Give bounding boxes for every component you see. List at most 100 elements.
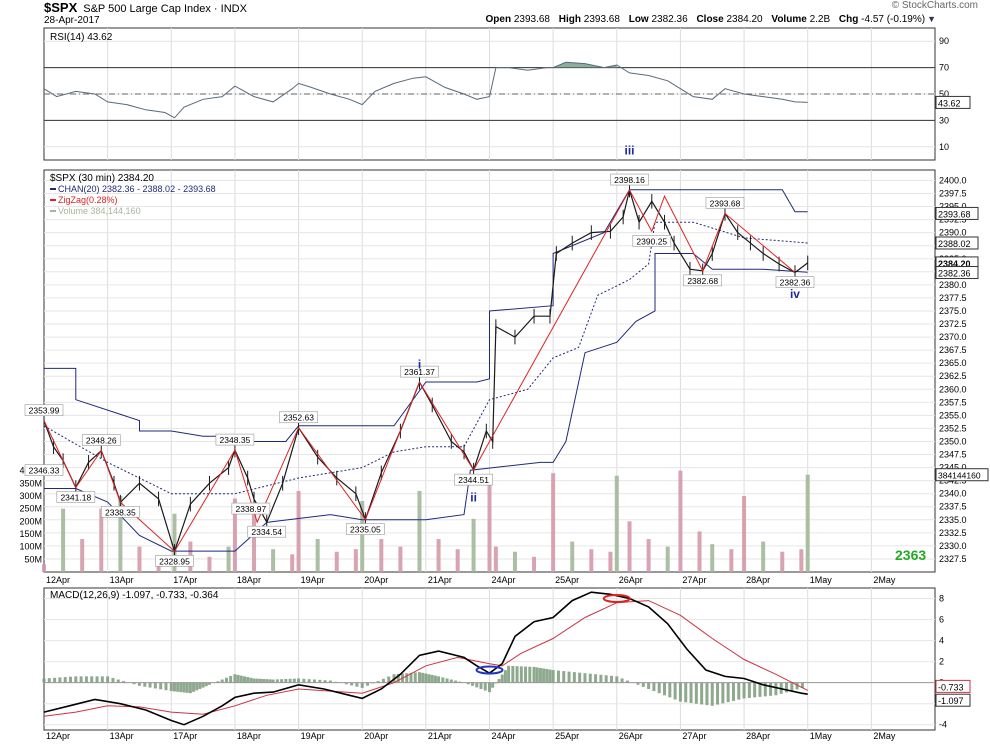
macd-histogram-bar (318, 679, 322, 683)
volume-bar (296, 490, 301, 572)
swing-label: 2346.33 (29, 466, 60, 476)
volume-bar (805, 474, 810, 572)
price-tick-label: 2347.5 (939, 450, 967, 460)
volume-bar (360, 501, 365, 572)
macd-histogram-bar (95, 676, 99, 683)
price-tick-label: 2352.5 (939, 423, 967, 433)
macd-histogram-bar (737, 682, 741, 700)
macd-histogram-bar (409, 672, 413, 683)
volume-bar (729, 549, 734, 572)
macd-histogram-bar (599, 674, 603, 683)
macd-histogram-bar (106, 676, 110, 683)
rsi-value-box (935, 95, 971, 109)
macd-histogram-bar (268, 679, 272, 683)
date-tick-label: 1May (810, 731, 833, 741)
swing-label: 2335.05 (350, 525, 381, 535)
date-tick-label: 24Apr (492, 575, 516, 585)
macd-histogram-bar (122, 681, 126, 683)
macd-last-value: -0.733 (938, 682, 964, 692)
swing-label-box (101, 506, 140, 518)
price-tick-label: 2400.0 (939, 175, 967, 185)
volume-bar (271, 549, 276, 572)
volume-bar (207, 556, 212, 572)
volume-tick-label: 300M (19, 491, 42, 501)
swing-label: 2352.63 (283, 413, 314, 423)
macd-histogram-bar (302, 678, 306, 683)
macd-histogram-bar (176, 682, 180, 692)
volume-bar (710, 544, 715, 572)
volume-tick-label: 250M (19, 504, 42, 514)
macd-histogram-bar (312, 679, 316, 683)
volume-last-box (935, 468, 989, 482)
swing-label: 2334.54 (251, 527, 282, 537)
macd-histogram-bar (216, 681, 220, 683)
volume-last-label: 384144160 (938, 471, 981, 481)
macd-histogram-bar (246, 677, 250, 683)
price-tick-label: 2345.0 (939, 463, 967, 473)
macd-histogram-bar (678, 682, 682, 702)
volume-tick-label: 350M (19, 478, 42, 488)
rsi-tick-label: 10 (939, 142, 949, 152)
swing-label-box (24, 464, 64, 476)
macd-histogram-bar (381, 678, 385, 683)
macd-histogram-bar (609, 675, 613, 683)
macd-histogram-bar (641, 682, 645, 687)
macd-histogram-bar (275, 679, 279, 683)
date-tick-label: 1May (810, 575, 833, 585)
price-tick-label: 2380.0 (939, 280, 967, 290)
macd-histogram-bar (111, 677, 115, 683)
date-tick-label: 28Apr (746, 731, 770, 741)
macd-histogram-bar (195, 682, 199, 691)
volume-bar (742, 496, 747, 572)
volume-bar (614, 475, 619, 572)
date-tick-label: 25Apr (555, 731, 579, 741)
swing-label-box (454, 473, 493, 486)
price-tick-label: 2327.5 (939, 554, 967, 564)
volume-bar (232, 498, 237, 572)
macd-histogram-bar (207, 682, 211, 685)
rsi-tick-label: 70 (939, 63, 949, 73)
wave-label: ii (470, 491, 477, 505)
macd-tick-label: 6 (939, 615, 944, 625)
macd-histogram-bar (137, 682, 141, 686)
volume-bar (290, 554, 295, 572)
macd-histogram-bar (548, 669, 552, 683)
volume-bar (379, 539, 384, 572)
volume-bar (627, 521, 632, 572)
date-tick-label: 21Apr (428, 731, 452, 741)
chevron-down-icon[interactable]: ▼ (927, 14, 936, 24)
macd-histogram-bar (556, 670, 560, 683)
swing-label: 2338.97 (235, 504, 266, 514)
date-tick-label: 25Apr (555, 575, 579, 585)
macd-histogram-bar (716, 682, 720, 705)
macd-histogram-bar (700, 682, 704, 705)
macd-histogram-bar (271, 679, 275, 683)
macd-histogram-bar (483, 682, 487, 691)
price-tick-label: 2365.0 (939, 358, 967, 368)
macd-histogram-bar (471, 682, 475, 686)
macd-tick-label: -4 (939, 720, 947, 730)
macd-value-box (935, 679, 971, 693)
macd-histogram-bar (143, 682, 147, 687)
macd-histogram-bar (519, 666, 523, 683)
macd-histogram-bar (532, 666, 536, 683)
price-tick-label: 2370.0 (939, 332, 967, 342)
macd-histogram-bar (445, 678, 449, 683)
macd-histogram-bar (172, 682, 176, 692)
stockcharts-brand: © StockCharts.com (891, 0, 978, 11)
macd-histogram-bar (668, 682, 672, 698)
macd-histogram-bar (578, 672, 582, 683)
macd-histogram-bar (551, 670, 555, 683)
macd-histogram-bar (507, 665, 511, 683)
wave-label: iv (790, 287, 800, 301)
price-tick-label: 2335.0 (939, 515, 967, 525)
date-tick-label: 26Apr (619, 731, 643, 741)
target-label: 2363 (895, 547, 926, 563)
swing-label: 2382.36 (780, 278, 811, 288)
macd-histogram-bar (201, 682, 205, 688)
price-last-label: 2384.20 (938, 259, 971, 269)
macd-tick-label: 8 (939, 594, 944, 604)
volume-bar (226, 546, 231, 572)
date-tick-label: 2May (873, 575, 896, 585)
